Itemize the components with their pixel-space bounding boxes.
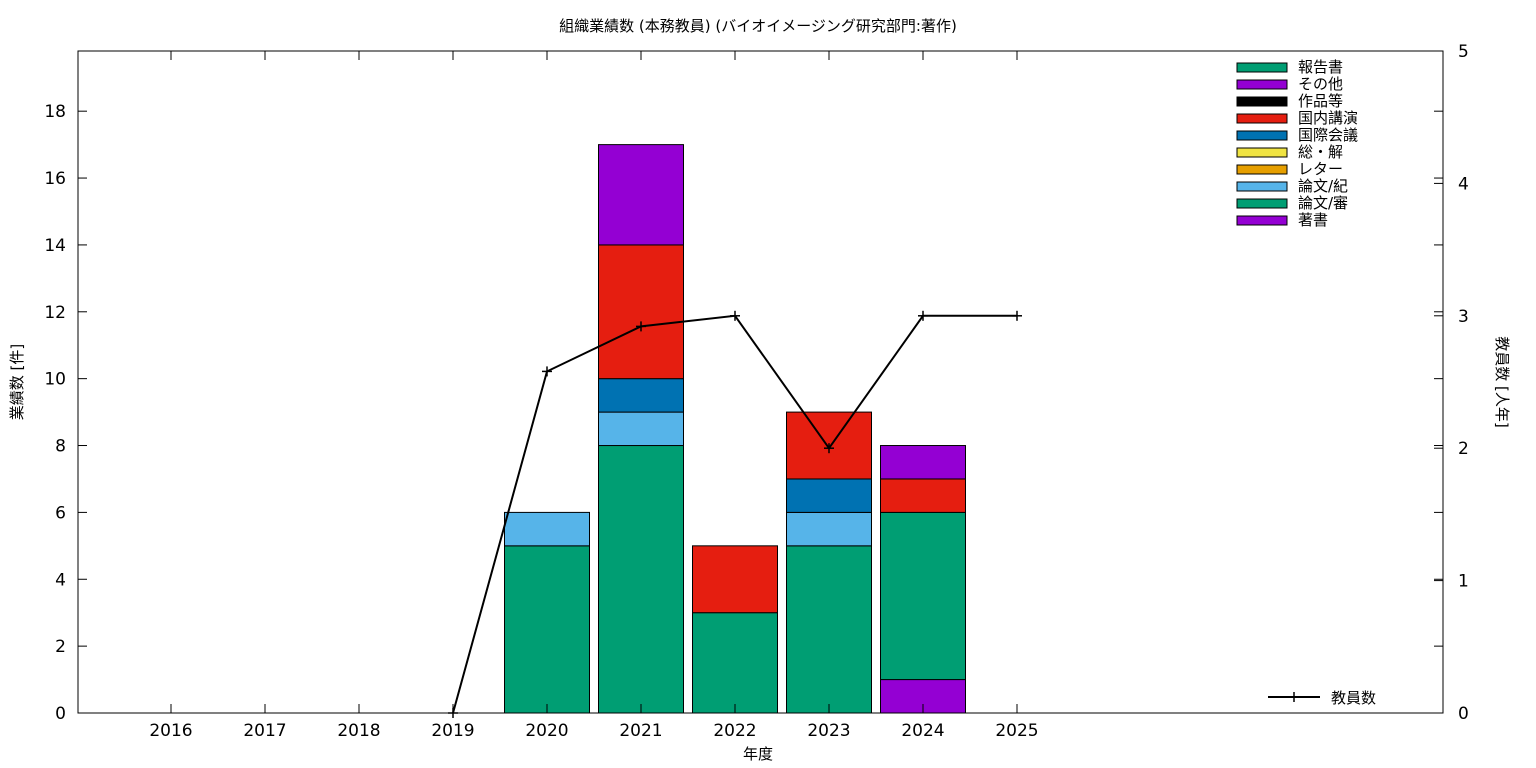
x-tick-label: 2018	[337, 721, 380, 741]
y2-tick-label: 2	[1458, 439, 1469, 459]
chart-title: 組織業績数 (本務教員) (バイオイメージング研究部門:著作)	[559, 17, 957, 35]
x-tick-label: 2021	[619, 721, 662, 741]
bar-segment	[598, 445, 684, 714]
legend-swatch	[1236, 147, 1288, 158]
y-tick-label: 6	[55, 503, 66, 523]
bar-segment	[880, 445, 966, 480]
line-series-point	[448, 708, 458, 718]
bar-segment	[692, 545, 778, 614]
bar-segment	[598, 144, 684, 246]
line-series-point	[730, 310, 740, 321]
line-series-point	[918, 310, 928, 321]
line-series-point	[824, 443, 834, 454]
legend-label: 国際会議	[1298, 126, 1358, 144]
y-tick-label: 16	[44, 169, 66, 189]
y-tick-label: 8	[55, 437, 66, 457]
plot-frame	[77, 50, 1444, 714]
legend-label: 著書	[1298, 211, 1328, 229]
bar-segment	[692, 612, 778, 714]
legend-swatch	[1236, 79, 1288, 90]
legend-label: 論文/審	[1298, 194, 1348, 212]
bar-segment	[786, 545, 872, 714]
x-tick-label: 2023	[807, 721, 850, 741]
legend-label: 総・解	[1298, 143, 1343, 161]
y2-tick-label: 3	[1458, 307, 1469, 327]
y-tick-label: 2	[55, 637, 66, 657]
legend-swatch	[1236, 62, 1288, 73]
legend-label: 論文/紀	[1298, 177, 1348, 195]
bar-segment	[880, 511, 966, 681]
y-tick-label: 4	[55, 570, 66, 590]
y-tick-label: 0	[55, 704, 66, 724]
x-axis-label: 年度	[743, 745, 773, 763]
legend-line-label: 教員数	[1331, 689, 1376, 707]
y2-tick-label: 4	[1458, 174, 1469, 194]
legend-swatch	[1236, 164, 1288, 175]
legend-swatch	[1236, 130, 1288, 141]
legend-label: 作品等	[1298, 92, 1343, 110]
line-series-point	[1012, 310, 1022, 321]
y-axis-ticks: 0 2 4 6 8 10 12 14 16 18	[44, 102, 1443, 724]
legend-swatch	[1236, 215, 1288, 226]
y-axis-label: 業績数 [件]	[8, 344, 26, 420]
y-tick-label: 10	[44, 370, 66, 390]
x-tick-label: 2024	[901, 721, 944, 741]
legend-swatch	[1236, 113, 1288, 124]
legend-swatch	[1236, 96, 1288, 107]
y2-axis-ticks: 0 1 2 3 4 5	[1434, 42, 1469, 724]
y2-axis-label: 教員数 [人年]	[1493, 336, 1511, 427]
legend-label: レター	[1298, 160, 1343, 178]
legend-swatch	[1236, 198, 1288, 209]
x-axis-ticks: 2016 2017 2018 2019 2020 2021 2022 2023 2024 2025	[149, 51, 1039, 741]
bar-segment	[598, 411, 684, 447]
bar-segment	[880, 478, 966, 513]
legend-label: 国内講演	[1298, 109, 1358, 127]
x-tick-label: 2016	[149, 721, 192, 741]
line-series-point	[542, 366, 552, 377]
bar-segment	[786, 478, 872, 513]
y2-tick-label: 1	[1458, 572, 1469, 592]
legend-label: その他	[1298, 75, 1343, 93]
bar-segment	[786, 511, 872, 547]
y-tick-label: 18	[44, 102, 66, 122]
y-tick-label: 14	[44, 236, 66, 256]
x-tick-label: 2019	[431, 721, 474, 741]
y-tick-label: 12	[44, 303, 66, 323]
bars-layer	[504, 144, 966, 714]
legend-label: 報告書	[1298, 58, 1343, 76]
bar-segment	[504, 545, 590, 714]
x-tick-label: 2017	[243, 721, 286, 741]
line-series-point	[636, 321, 646, 332]
legend-swatch	[1236, 181, 1288, 192]
line-layer	[448, 310, 1022, 718]
bar-segment	[598, 378, 684, 413]
bar-segment	[504, 511, 590, 547]
y2-tick-label: 5	[1458, 42, 1469, 62]
x-tick-label: 2025	[995, 721, 1038, 741]
x-tick-label: 2020	[525, 721, 568, 741]
y2-tick-label: 0	[1458, 704, 1469, 724]
x-tick-label: 2022	[713, 721, 756, 741]
bar-segment	[598, 244, 684, 380]
